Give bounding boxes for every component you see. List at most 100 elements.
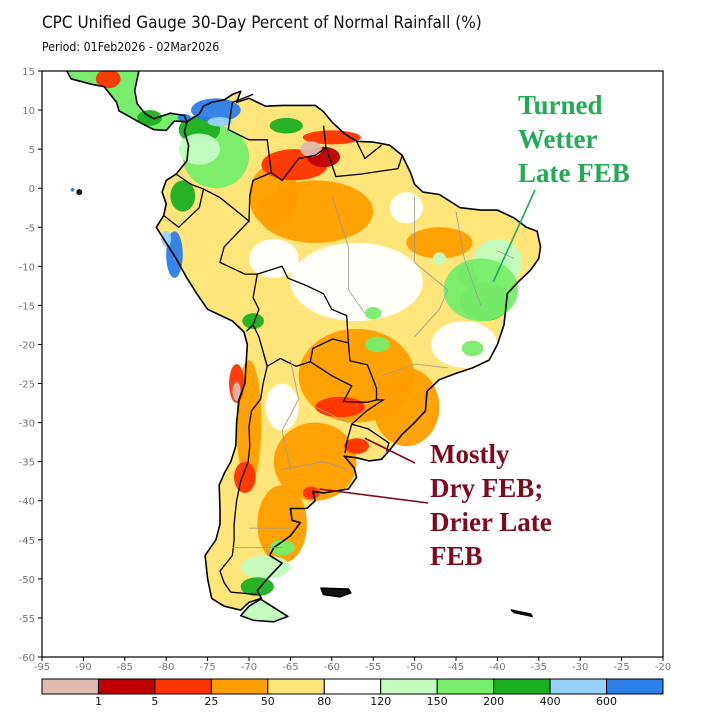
anomaly-panama-blue (177, 113, 192, 122)
y-tick-label: 5 (29, 145, 35, 156)
anomaly-colombia-light-green (178, 133, 221, 165)
anomaly-goias-green (364, 306, 382, 320)
x-tick-label: -85 (117, 662, 133, 673)
galapagos-wet (70, 187, 75, 192)
south-georgia-coastline (510, 609, 533, 618)
anomaly-tocantins-light-green (432, 252, 447, 265)
colorbar-label: 400 (539, 695, 561, 708)
colorbar-swatch-10 (606, 678, 664, 695)
anomaly-atacama-lowest (232, 381, 241, 401)
colorbar-swatch-6 (380, 678, 438, 695)
y-tick-label: -30 (19, 419, 35, 430)
state-border-2 (381, 363, 448, 377)
x-tick-label: -95 (34, 662, 50, 673)
anomaly-caribbean-colombia-blue (191, 98, 241, 122)
anomaly-neuquen-red (234, 461, 256, 493)
country-border-4 (163, 188, 205, 229)
anomaly-peru-light-blue (161, 231, 172, 247)
country-border-5 (219, 220, 260, 332)
y-tick-label: -40 (19, 497, 35, 508)
map-frame (41, 70, 664, 658)
annotation-turned-wetter: Turned Wetter Late FEB (518, 90, 630, 188)
anomaly-santa-cruz-light-green (240, 555, 291, 579)
country-border-10 (351, 399, 386, 425)
y-tick-label: -50 (19, 575, 35, 586)
colorbar-swatch-3 (210, 678, 269, 695)
pointer-dry-uruguay (364, 437, 416, 464)
colorbar-label: 600 (596, 695, 618, 708)
colorbar-label: 200 (483, 695, 505, 708)
colorbar-swatch-5 (323, 678, 382, 695)
anomaly-acre-white (249, 239, 299, 279)
y-tick-label: 10 (22, 106, 35, 117)
anomaly-pampas-orange (273, 422, 357, 501)
state-border-5 (455, 211, 482, 306)
chart-title: CPC Unified Gauge 30-Day Percent of Norm… (42, 13, 482, 33)
colorbar-legend (41, 678, 664, 695)
y-tick-label: -15 (19, 301, 35, 312)
anomaly-roraima-lowest (300, 141, 322, 157)
anomaly-para-white (389, 192, 423, 224)
x-axis-longitude: -95 -90 -85 -80 -75 -70 -65 -60 -55 -50 -45 -40 -35 -… (34, 657, 671, 673)
colorbar-swatch-8 (493, 678, 551, 695)
pointer-wetter (492, 189, 536, 283)
colorbar-swatch-1 (97, 678, 156, 695)
colorbar-label: 120 (370, 695, 392, 708)
period-label: Period: 01Feb2026 - 02Mar2026 (42, 40, 220, 54)
y-axis-latitude: 15 10 5 0 -5 -10 -15 -20 -25 -30 -35 -40 -45 -50 -55 -6… (19, 67, 42, 664)
y-tick-label: 0 (29, 184, 35, 195)
colorbar-swatch-9 (549, 678, 608, 695)
country-border-8 (219, 354, 268, 596)
central-america-coastline (66, 71, 188, 132)
x-tick-label: -90 (75, 662, 91, 673)
country-border-7 (309, 342, 378, 403)
country-border-9 (344, 423, 390, 454)
anomaly-venezuela-green (269, 117, 303, 134)
state-border-0 (331, 195, 366, 314)
anomaly-mato-grosso-sul-green (364, 336, 390, 353)
anomaly-central-brazil-white (290, 242, 423, 322)
x-tick-label: -45 (448, 662, 464, 673)
coastline-layer (66, 71, 542, 623)
x-tick-label: -60 (324, 662, 340, 673)
colorbar-label: 50 (260, 695, 275, 708)
x-tick-label: -65 (282, 662, 298, 673)
annotation-pointers (319, 189, 536, 504)
annotation-mostly-dry: Mostly Dry FEB; Drier Late FEB (430, 439, 552, 571)
anomaly-southern-brazil-orange (373, 367, 440, 447)
colorbar-label: 80 (317, 695, 332, 708)
state-border-4 (315, 406, 349, 423)
country-border-2 (356, 141, 382, 160)
anomaly-paraguay-red (315, 396, 365, 418)
anomaly-ecuador-green (170, 180, 196, 212)
state-border-3 (281, 360, 300, 470)
colorbar-swatch-4 (267, 678, 325, 695)
state-border-1 (414, 196, 449, 337)
falklands-coastline (320, 587, 352, 598)
anomaly-northern-patagonia-orange (257, 485, 307, 564)
colorbar-swatch-0 (41, 678, 99, 695)
anomaly-honduras-red (95, 71, 121, 89)
central-america-fill (66, 71, 187, 131)
colorbar-label: 150 (426, 695, 448, 708)
x-tick-label: -50 (406, 662, 422, 673)
tierra-del-fuego-coastline (239, 598, 289, 623)
x-tick-label: -35 (531, 662, 547, 673)
x-tick-label: -25 (613, 662, 629, 673)
colorbar-swatch-7 (436, 678, 495, 695)
anomaly-costa-rica-green (137, 110, 163, 126)
y-tick-label: -5 (25, 223, 35, 234)
y-tick-label: -35 (19, 458, 35, 469)
anomaly-bolivia-green (242, 313, 264, 329)
x-tick-label: -55 (365, 662, 381, 673)
anomaly-west-amazon-orange (249, 164, 299, 228)
anomaly-uruguay-red (344, 438, 370, 454)
y-tick-label: 15 (22, 67, 35, 78)
y-tick-label: -20 (19, 340, 35, 351)
y-tick-label: -10 (19, 262, 35, 273)
anomaly-chubut-green (269, 539, 295, 556)
y-tick-label: -60 (19, 653, 35, 664)
country-border-3 (175, 172, 272, 223)
state-border-7 (282, 461, 349, 470)
